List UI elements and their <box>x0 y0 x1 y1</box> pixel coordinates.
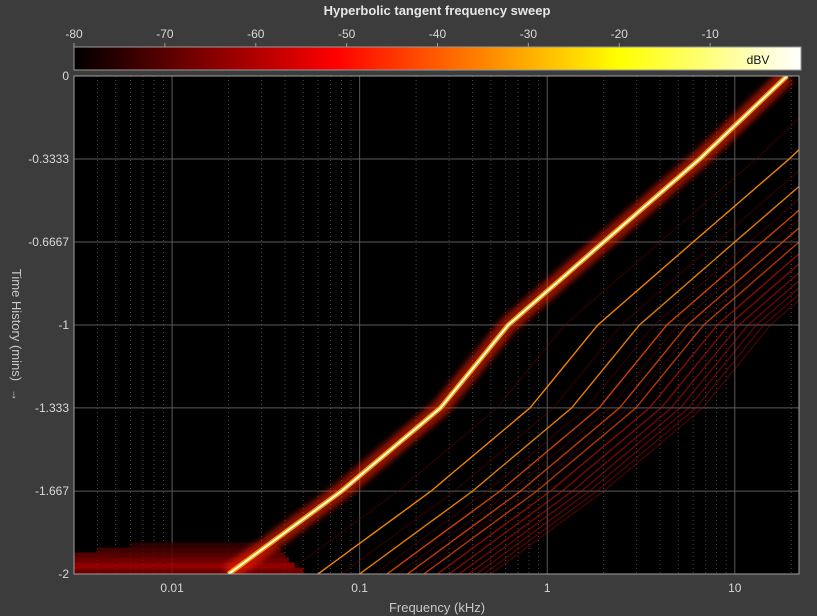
plot-frame <box>73 75 800 575</box>
leakage-band <box>74 567 304 574</box>
harmonic-trace-faint <box>415 234 799 574</box>
colorbar-tick-label: -40 <box>429 27 447 41</box>
y-tick-label: -0.3333 <box>28 152 69 166</box>
harmonic-trace <box>476 286 799 574</box>
harmonic-trace <box>490 299 799 574</box>
y-tick-label: 0 <box>62 69 69 83</box>
x-tick-label: 10 <box>728 581 742 595</box>
leakage-band <box>74 552 286 559</box>
leakage-band <box>74 557 289 564</box>
harmonic-trace <box>386 209 799 574</box>
y-axis-label: Time History (mins) <box>9 269 24 381</box>
y-tick-label: -1.333 <box>35 401 69 415</box>
harmonic-trace <box>423 241 799 574</box>
y-tick-label: -2 <box>58 567 69 581</box>
y-axis-arrow: → <box>9 389 23 401</box>
harmonic-trace-faint <box>374 198 799 574</box>
colorbar-tick-label: -20 <box>611 27 629 41</box>
chart-title: Hyperbolic tangent frequency sweep <box>324 3 551 18</box>
harmonic-trace <box>467 279 799 574</box>
y-tick-label: -0.6667 <box>28 235 69 249</box>
colorbar-tick-label: -70 <box>156 27 174 41</box>
leakage-band <box>97 547 281 554</box>
harmonic-trace <box>359 185 799 574</box>
x-tick-label: 0.1 <box>351 581 368 595</box>
colorbar-label: dBV <box>747 53 770 67</box>
colorbar-tick-label: -80 <box>65 27 83 41</box>
y-tick-label: -1 <box>58 318 69 332</box>
x-tick-label: 0.01 <box>160 581 184 595</box>
x-axis-label: Frequency (kHz) <box>389 600 485 615</box>
harmonic-trace <box>483 293 799 574</box>
harmonic-trace-faint <box>397 218 799 574</box>
harmonic-trace-faint <box>341 170 799 574</box>
fundamental-trace <box>227 76 788 574</box>
plot-area <box>73 75 800 575</box>
harmonic-trace <box>448 263 799 574</box>
colorbar-tick-label: -50 <box>338 27 356 41</box>
colorbar: dBV -80 -70 -60 -50 -40 -30 -20 -10 <box>65 27 802 71</box>
x-tick-label: 1 <box>544 581 551 595</box>
colorbar-gradient <box>73 46 802 71</box>
y-tick-label: -1.667 <box>35 484 69 498</box>
harmonic-trace <box>458 271 799 574</box>
colorbar-tick-label: -10 <box>701 27 719 41</box>
harmonic-trace <box>437 252 799 574</box>
leakage-band <box>130 542 277 549</box>
harmonic-trace-faint <box>284 117 799 574</box>
harmonic-trace <box>317 148 799 574</box>
harmonic-trace <box>407 226 799 574</box>
leakage-band <box>74 562 295 569</box>
colorbar-tick-label: -30 <box>520 27 538 41</box>
colorbar-tick-label: -60 <box>247 27 265 41</box>
